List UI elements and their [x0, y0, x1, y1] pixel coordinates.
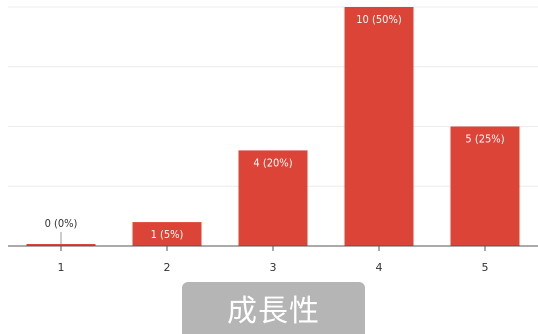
bar: [450, 126, 520, 246]
x-tick-label: 4: [376, 261, 383, 274]
x-tick-label: 5: [482, 261, 489, 274]
chart-caption-label: 成長性: [182, 282, 365, 334]
x-tick-label: 2: [164, 261, 171, 274]
data-label: 4 (20%): [253, 156, 292, 169]
data-label: 1 (5%): [151, 228, 184, 241]
bar: [26, 244, 96, 246]
data-label: 10 (50%): [356, 13, 402, 26]
x-tick-label: 3: [270, 261, 277, 274]
bar: [238, 150, 308, 246]
bar: [132, 222, 202, 246]
data-label: 5 (25%): [465, 133, 504, 146]
bar: [344, 7, 414, 246]
data-label: 0 (0%): [45, 217, 78, 230]
x-tick-label: 1: [58, 261, 65, 274]
